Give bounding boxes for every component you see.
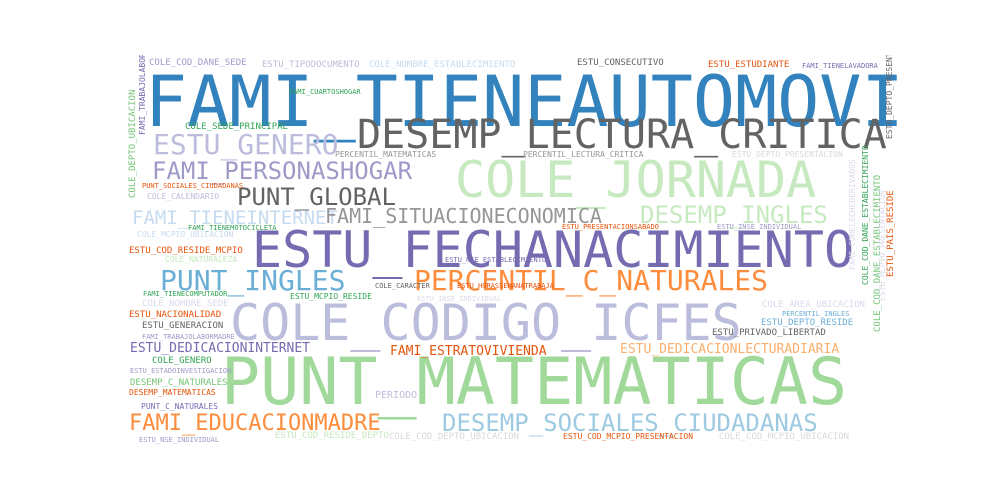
word: DESEMP_C_NATURALES: [130, 378, 228, 388]
word: ESTU_TIPODOCUMENTO: [262, 60, 360, 70]
word: ESTU_INSE_INDIVIDUAL: [717, 223, 802, 231]
word: ESTU_NSE_ESTABLECIMIENTO: [445, 256, 547, 264]
word: ESTU_FECHANACIMIENTO: [252, 221, 855, 279]
word: ESTU_HORASSEMANATRABAJA: [457, 282, 554, 290]
word: COLE_SEDE_PRINCIPAL: [185, 122, 288, 132]
word: FAMI_TIENEAUTOMOVIL: [145, 61, 897, 143]
word: PERIODO: [375, 390, 418, 401]
word: ESTU_NSE_INDIVIDUAL: [139, 436, 220, 444]
word: COLE_DEPTO_UBICACION: [128, 89, 138, 198]
word: ESTU_ESTADOINVESTIGACION: [130, 367, 232, 375]
word: DESEMP_MATEMATICAS: [129, 388, 216, 397]
word: FAMI_SITUACIONECONOMICA: [325, 204, 602, 228]
word: FAMI_TRABAJOLABORMADRE: [142, 333, 235, 341]
word: COLE_MCPIO_UBICACION: [137, 230, 234, 239]
word: FAMI_PERSONASHOGAR: [152, 157, 413, 185]
word: FAMI_TRABAJOLABORPADRE: [138, 55, 147, 135]
word: ESTU_DEPTO_PRESENTACION: [885, 55, 894, 139]
word: ESTU_CONSECUTIVO: [577, 58, 664, 68]
word: ESTU_PAIS_RESIDE: [886, 190, 896, 277]
word: ESTU_COD_RESIDE_DEPTO: [275, 431, 389, 441]
word: FAMI_EDUCACIONMADRE: [129, 411, 381, 436]
word: ESTU_GENERO: [153, 128, 339, 161]
word: FAMI_ESTRATOVIVIENDA: [390, 344, 547, 359]
word: COLE_NATURALEZA: [165, 255, 238, 264]
word: ESTU_MCPIO_RESIDE: [290, 292, 372, 301]
word: ESTU_NACIONALIDAD: [129, 310, 222, 320]
word: COLE_CODIGO_ICFES: [230, 294, 742, 352]
word: FAMI_TIENEINTERNET: [132, 207, 338, 229]
word: ESTU_INSE_INDIVIDUAL: [417, 295, 502, 303]
word: ESTU_COD_RESIDE_MCPIO: [129, 246, 243, 256]
word: COLE_CALENDARIO: [147, 192, 220, 201]
word: PERCENTIL_INGLES: [782, 310, 850, 318]
word: ESTU_DEPTO_RESIDE: [761, 318, 854, 328]
word: COLE_COD_DANE_SEDE: [149, 58, 247, 68]
word: ESTU_GENERACION: [142, 321, 224, 331]
word: COLE_CARACTER: [375, 282, 430, 290]
word-cloud: FAMI_TIENEAUTOMOVIL DESEMP_LECTURA_CRITI…: [127, 55, 897, 450]
word: ESTU_DEDICACIONINTERNET: [130, 341, 311, 356]
word: ESTU_DEDICACIONLECTURADIARIA: [620, 342, 840, 357]
word: COLE_NOMBRE_SEDE: [142, 299, 229, 309]
word: PUNT_GLOBAL: [237, 183, 396, 211]
word: PERCENTIL_C_NATURALES: [414, 264, 769, 297]
word: ESTU_PRESENTACIONSABADO: [562, 223, 659, 231]
word: COLE_GENERO: [152, 356, 212, 366]
word: PERCENTIL_MATEMATICAS: [335, 150, 437, 159]
word: COLE_AREA_UBICACION: [762, 300, 865, 310]
word: COLE_NOMBRE_ESTABLECIMIENTO: [369, 60, 516, 70]
word: FAMI_TIENEMOTOCICLETA: [188, 224, 277, 232]
word: FAMI_COMELECHEDERIVADOS: [848, 159, 857, 270]
word: FAMI_CUARTOSHOGAR: [289, 88, 361, 96]
word: PUNT_SOCIALES_CIUDADANAS: [142, 182, 244, 190]
word: PUNT_C_NATURALES: [141, 402, 219, 411]
word: ESTU_MCPIO_PRESENTACION: [878, 190, 887, 301]
word: ESTU_DEPTO_PRESENTACION: [732, 150, 843, 159]
word: ESTU_COD_MCPIO_PRESENTACION: [563, 432, 694, 441]
word: COLE_JORNADA: [455, 151, 817, 209]
word: COLE_COD_DANE_ESTABLECIMIENTO: [861, 145, 870, 285]
word: DESEMP_LECTURA_CRITICA: [357, 112, 887, 158]
word: COLE_COD_MCPIO_UBICACION: [719, 432, 850, 442]
word: DESEMP_SOCIALES_CIUDADANAS: [442, 409, 818, 437]
word: PUNT_INGLES: [160, 264, 346, 297]
word: FAMI_TIENELAVADORA: [802, 62, 878, 70]
word: PUNT_MATEMATICAS: [221, 345, 848, 420]
word: ESTU_PRIVADO_LIBERTAD: [712, 328, 826, 338]
word: FAMI_TIENECOMPUTADOR: [143, 290, 228, 298]
word: ESTU_ESTUDIANTE: [708, 60, 790, 70]
word: COLE_COD_DEPTO_UBICACION: [389, 432, 520, 442]
word: PERCENTIL_LECTURA_CRITICA: [523, 150, 644, 159]
word: DESEMP_INGLES: [640, 201, 828, 229]
